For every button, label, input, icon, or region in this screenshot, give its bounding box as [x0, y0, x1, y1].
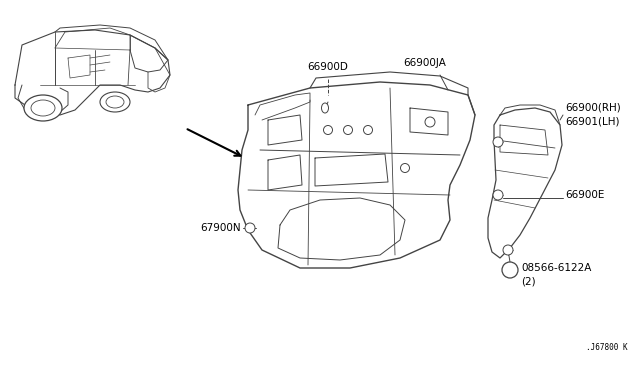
Text: 08566-6122A: 08566-6122A [521, 263, 591, 273]
Circle shape [401, 164, 410, 173]
Text: 66900(RH): 66900(RH) [565, 103, 621, 113]
Ellipse shape [100, 92, 130, 112]
Circle shape [493, 137, 503, 147]
Circle shape [503, 245, 513, 255]
Text: 66901(LH): 66901(LH) [565, 117, 620, 127]
Ellipse shape [31, 100, 55, 116]
Circle shape [364, 125, 372, 135]
Text: 66900JA: 66900JA [404, 58, 447, 68]
Text: (2): (2) [521, 277, 536, 287]
Circle shape [344, 125, 353, 135]
Text: S: S [507, 266, 513, 275]
Circle shape [245, 223, 255, 233]
Text: 66900E: 66900E [565, 190, 604, 200]
Ellipse shape [24, 95, 62, 121]
Circle shape [323, 125, 333, 135]
Circle shape [425, 117, 435, 127]
Circle shape [493, 190, 503, 200]
Text: 66900D: 66900D [308, 62, 348, 72]
Ellipse shape [106, 96, 124, 108]
Ellipse shape [321, 103, 328, 113]
Text: 67900N: 67900N [200, 223, 241, 233]
Circle shape [502, 262, 518, 278]
Text: .J67800 K: .J67800 K [586, 343, 628, 352]
